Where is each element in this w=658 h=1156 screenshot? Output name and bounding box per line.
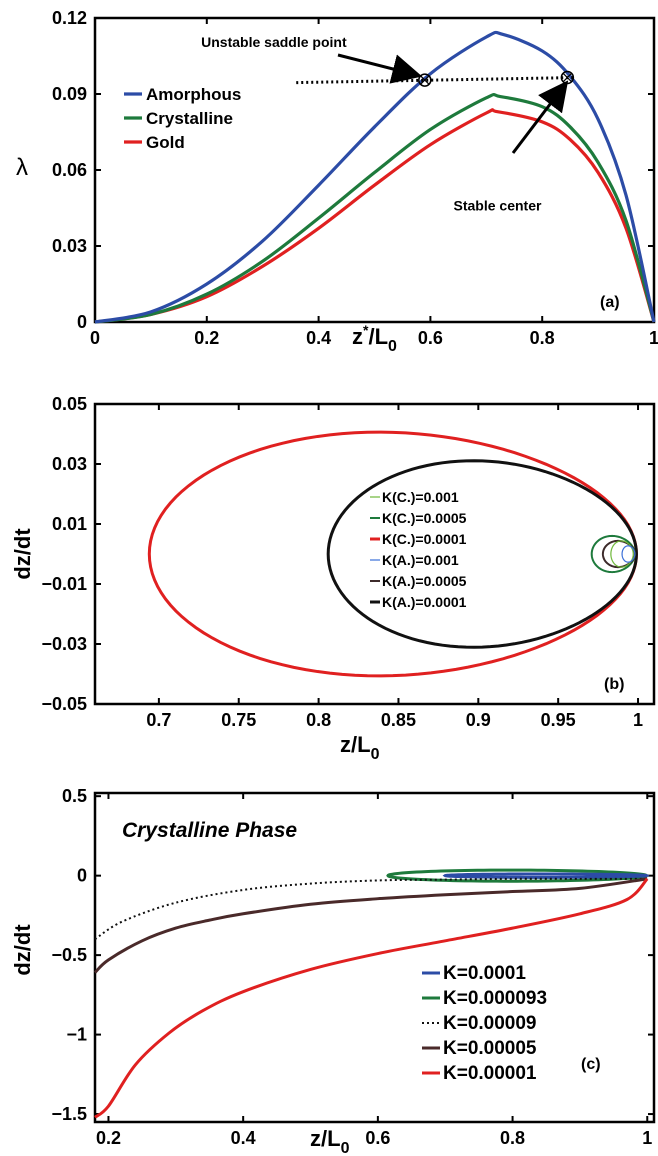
y-axis-label-a: λ bbox=[16, 154, 28, 181]
legend-label-k-c-0-0001: K(C.)=0.0001 bbox=[382, 531, 467, 547]
series-c bbox=[93, 868, 650, 1119]
y-tick-label-b-4: 0.03 bbox=[52, 454, 87, 474]
x-axis-label-c-main: z/L bbox=[310, 1126, 341, 1151]
legend-label-k-a-0-0005: K(A.)=0.0005 bbox=[382, 573, 467, 589]
legend-a: Amorphous Crystalline Gold bbox=[124, 85, 241, 152]
x-tick-label-a-0: 0 bbox=[90, 328, 100, 348]
annotation-arrow-0 bbox=[337, 53, 423, 84]
x-tick-label-b-1: 0.75 bbox=[221, 710, 256, 730]
annotation-stable-center: Stable center bbox=[454, 198, 542, 214]
y-tick-label-c-3: 0 bbox=[77, 866, 87, 886]
equilibrium-marker-1 bbox=[560, 70, 575, 85]
series-b bbox=[147, 430, 638, 678]
legend-label-k-a-0-0001: K(A.)=0.0001 bbox=[382, 594, 467, 610]
x-tick-label-c-1: 0.4 bbox=[231, 1128, 256, 1148]
series-line-gold bbox=[94, 108, 656, 324]
legend-label-k-c-0-0005: K(C.)=0.0005 bbox=[382, 510, 467, 526]
x-tick-label-a-5: 1 bbox=[649, 328, 658, 348]
plot-frame-b bbox=[93, 402, 656, 706]
panel-tag-c: (c) bbox=[581, 1056, 601, 1073]
x-tick-label-a-3: 0.6 bbox=[418, 328, 443, 348]
y-tick-label-b-3: 0.01 bbox=[52, 514, 87, 534]
x-tick-label-b-0: 0.7 bbox=[146, 710, 171, 730]
x-tick-label-b-5: 0.95 bbox=[541, 710, 576, 730]
legend-label-k-a-0-001: K(A.)=0.001 bbox=[382, 552, 459, 568]
ticks-b: 0.7 0.75 0.8 0.85 0.9 0.95 1 −0.05 −0.03 −0.01 0.0… bbox=[41, 394, 654, 730]
x-tick-label-c-0: 0.2 bbox=[96, 1128, 121, 1148]
ticks-a: 0 0.2 0.4 0.6 0.8 1 0 0.03 0.06 0.09 0.12 bbox=[52, 8, 658, 348]
orbit-k-a-0-0001 bbox=[326, 459, 638, 649]
curve-k-0-0001 bbox=[442, 872, 650, 879]
x-tick-label-a-2: 0.4 bbox=[306, 328, 331, 348]
panel-c: 0.2 0.4 0.6 0.8 1−1.5−1−0.500.5 K=0.0001K=0.… bbox=[10, 786, 656, 1156]
dotted-reference-line bbox=[296, 76, 576, 85]
curve-k-0-00005 bbox=[93, 877, 648, 974]
y-tick-label-a-3: 0.09 bbox=[52, 84, 87, 104]
x-tick-label-a-4: 0.8 bbox=[530, 328, 555, 348]
ticks-c: 0.2 0.4 0.6 0.8 1 −1.5 −1 −0.5 0 0.5 bbox=[51, 786, 654, 1148]
x-axis-label-c: z/L0 bbox=[310, 1126, 350, 1156]
legend-label-k-0-00005: K=0.00005 bbox=[443, 1038, 537, 1059]
y-tick-label-a-1: 0.03 bbox=[52, 236, 87, 256]
x-tick-label-b-6: 1 bbox=[633, 710, 643, 730]
series-a bbox=[94, 30, 656, 324]
legend-label-k-0-00009: K=0.00009 bbox=[443, 1013, 537, 1034]
annotation-arrow-1 bbox=[511, 80, 569, 154]
y-axis-label-c: dz/dt bbox=[10, 924, 35, 976]
series-line-crystalline bbox=[94, 92, 656, 324]
y-tick-label-b-5: 0.05 bbox=[52, 394, 87, 414]
x-axis-label-b: z/L0 bbox=[340, 732, 380, 763]
x-axis-label-a-mid: /L bbox=[368, 324, 388, 349]
series-line-amorphous bbox=[94, 30, 656, 324]
plot-frame-c bbox=[93, 791, 656, 1124]
orbit-k-c-0-001 bbox=[610, 540, 634, 568]
reference-line-a bbox=[296, 76, 576, 85]
legend-label-k-0-0001: K=0.0001 bbox=[443, 963, 526, 984]
x-tick-label-b-4: 0.9 bbox=[466, 710, 491, 730]
panel-tag-b: (b) bbox=[604, 676, 624, 693]
y-axis-label-b: dz/dt bbox=[10, 528, 35, 580]
x-tick-label-b-2: 0.8 bbox=[306, 710, 331, 730]
x-tick-label-c-4: 1 bbox=[642, 1128, 652, 1148]
x-axis-label-c-sub: 0 bbox=[341, 1140, 350, 1156]
x-axis-label-b-main: z/L bbox=[340, 732, 371, 757]
x-axis-label-a-main: z bbox=[352, 324, 363, 349]
y-tick-label-c-2: −0.5 bbox=[51, 945, 87, 965]
legend-c: K=0.0001 K=0.000093 K=0.00009 K=0.00005 K=0.… bbox=[422, 963, 547, 1084]
annotation-unstable-saddle-point: Unstable saddle point bbox=[201, 34, 347, 50]
x-axis-label-a: z*/L0 bbox=[352, 322, 397, 355]
y-tick-label-b-1: −0.03 bbox=[41, 634, 87, 654]
panel-b: 0.7 0.75 0.8 0.85 0.9 0.95 1 −0.05 −0.03 −0.01 0.0… bbox=[10, 394, 656, 763]
x-axis-label-b-sub: 0 bbox=[371, 746, 380, 763]
legend-label-k-0-00001: K=0.00001 bbox=[443, 1063, 537, 1084]
legend-label-k-0-000093: K=0.000093 bbox=[443, 988, 547, 1009]
legend-label-k-c-0-001: K(C.)=0.001 bbox=[382, 489, 459, 505]
curve-k-0-00009 bbox=[94, 877, 648, 941]
y-tick-label-a-4: 0.12 bbox=[52, 8, 87, 28]
y-tick-label-b-0: −0.05 bbox=[41, 694, 87, 714]
y-tick-label-c-1: −1 bbox=[66, 1025, 87, 1045]
legend-label-crystalline: Crystalline bbox=[146, 109, 233, 128]
panel-a: 0 0.2 0.4 0.6 0.8 1 0 0.03 0.06 0.09 0.12 Unstable… bbox=[16, 8, 658, 355]
x-axis-label-a-sup: * bbox=[363, 322, 369, 338]
x-tick-label-c-3: 0.8 bbox=[500, 1128, 525, 1148]
orbit-k-a-0-001 bbox=[621, 545, 636, 563]
x-axis-label-a-sub: 0 bbox=[388, 338, 397, 355]
legend-label-amorphous: Amorphous bbox=[146, 85, 241, 104]
y-tick-label-a-2: 0.06 bbox=[52, 160, 87, 180]
legend-label-gold: Gold bbox=[146, 133, 185, 152]
chart-title-c: Crystalline Phase bbox=[122, 819, 297, 842]
y-tick-label-c-4: 0.5 bbox=[62, 786, 87, 806]
panel-tag-a: (a) bbox=[600, 294, 620, 311]
legend-b: K(C.)=0.001 K(C.)=0.0005 K(C.)=0.0001 K(A.)… bbox=[370, 489, 467, 610]
curve-k-0-00001 bbox=[94, 877, 649, 1119]
y-tick-label-b-2: −0.01 bbox=[41, 574, 87, 594]
y-tick-label-a-0: 0 bbox=[77, 312, 87, 332]
x-tick-label-b-3: 0.85 bbox=[381, 710, 416, 730]
annotations-a: Unstable saddle point Stable center bbox=[201, 34, 569, 214]
y-tick-label-c-0: −1.5 bbox=[51, 1104, 87, 1124]
x-tick-label-a-1: 0.2 bbox=[194, 328, 219, 348]
x-tick-label-c-2: 0.6 bbox=[365, 1128, 390, 1148]
